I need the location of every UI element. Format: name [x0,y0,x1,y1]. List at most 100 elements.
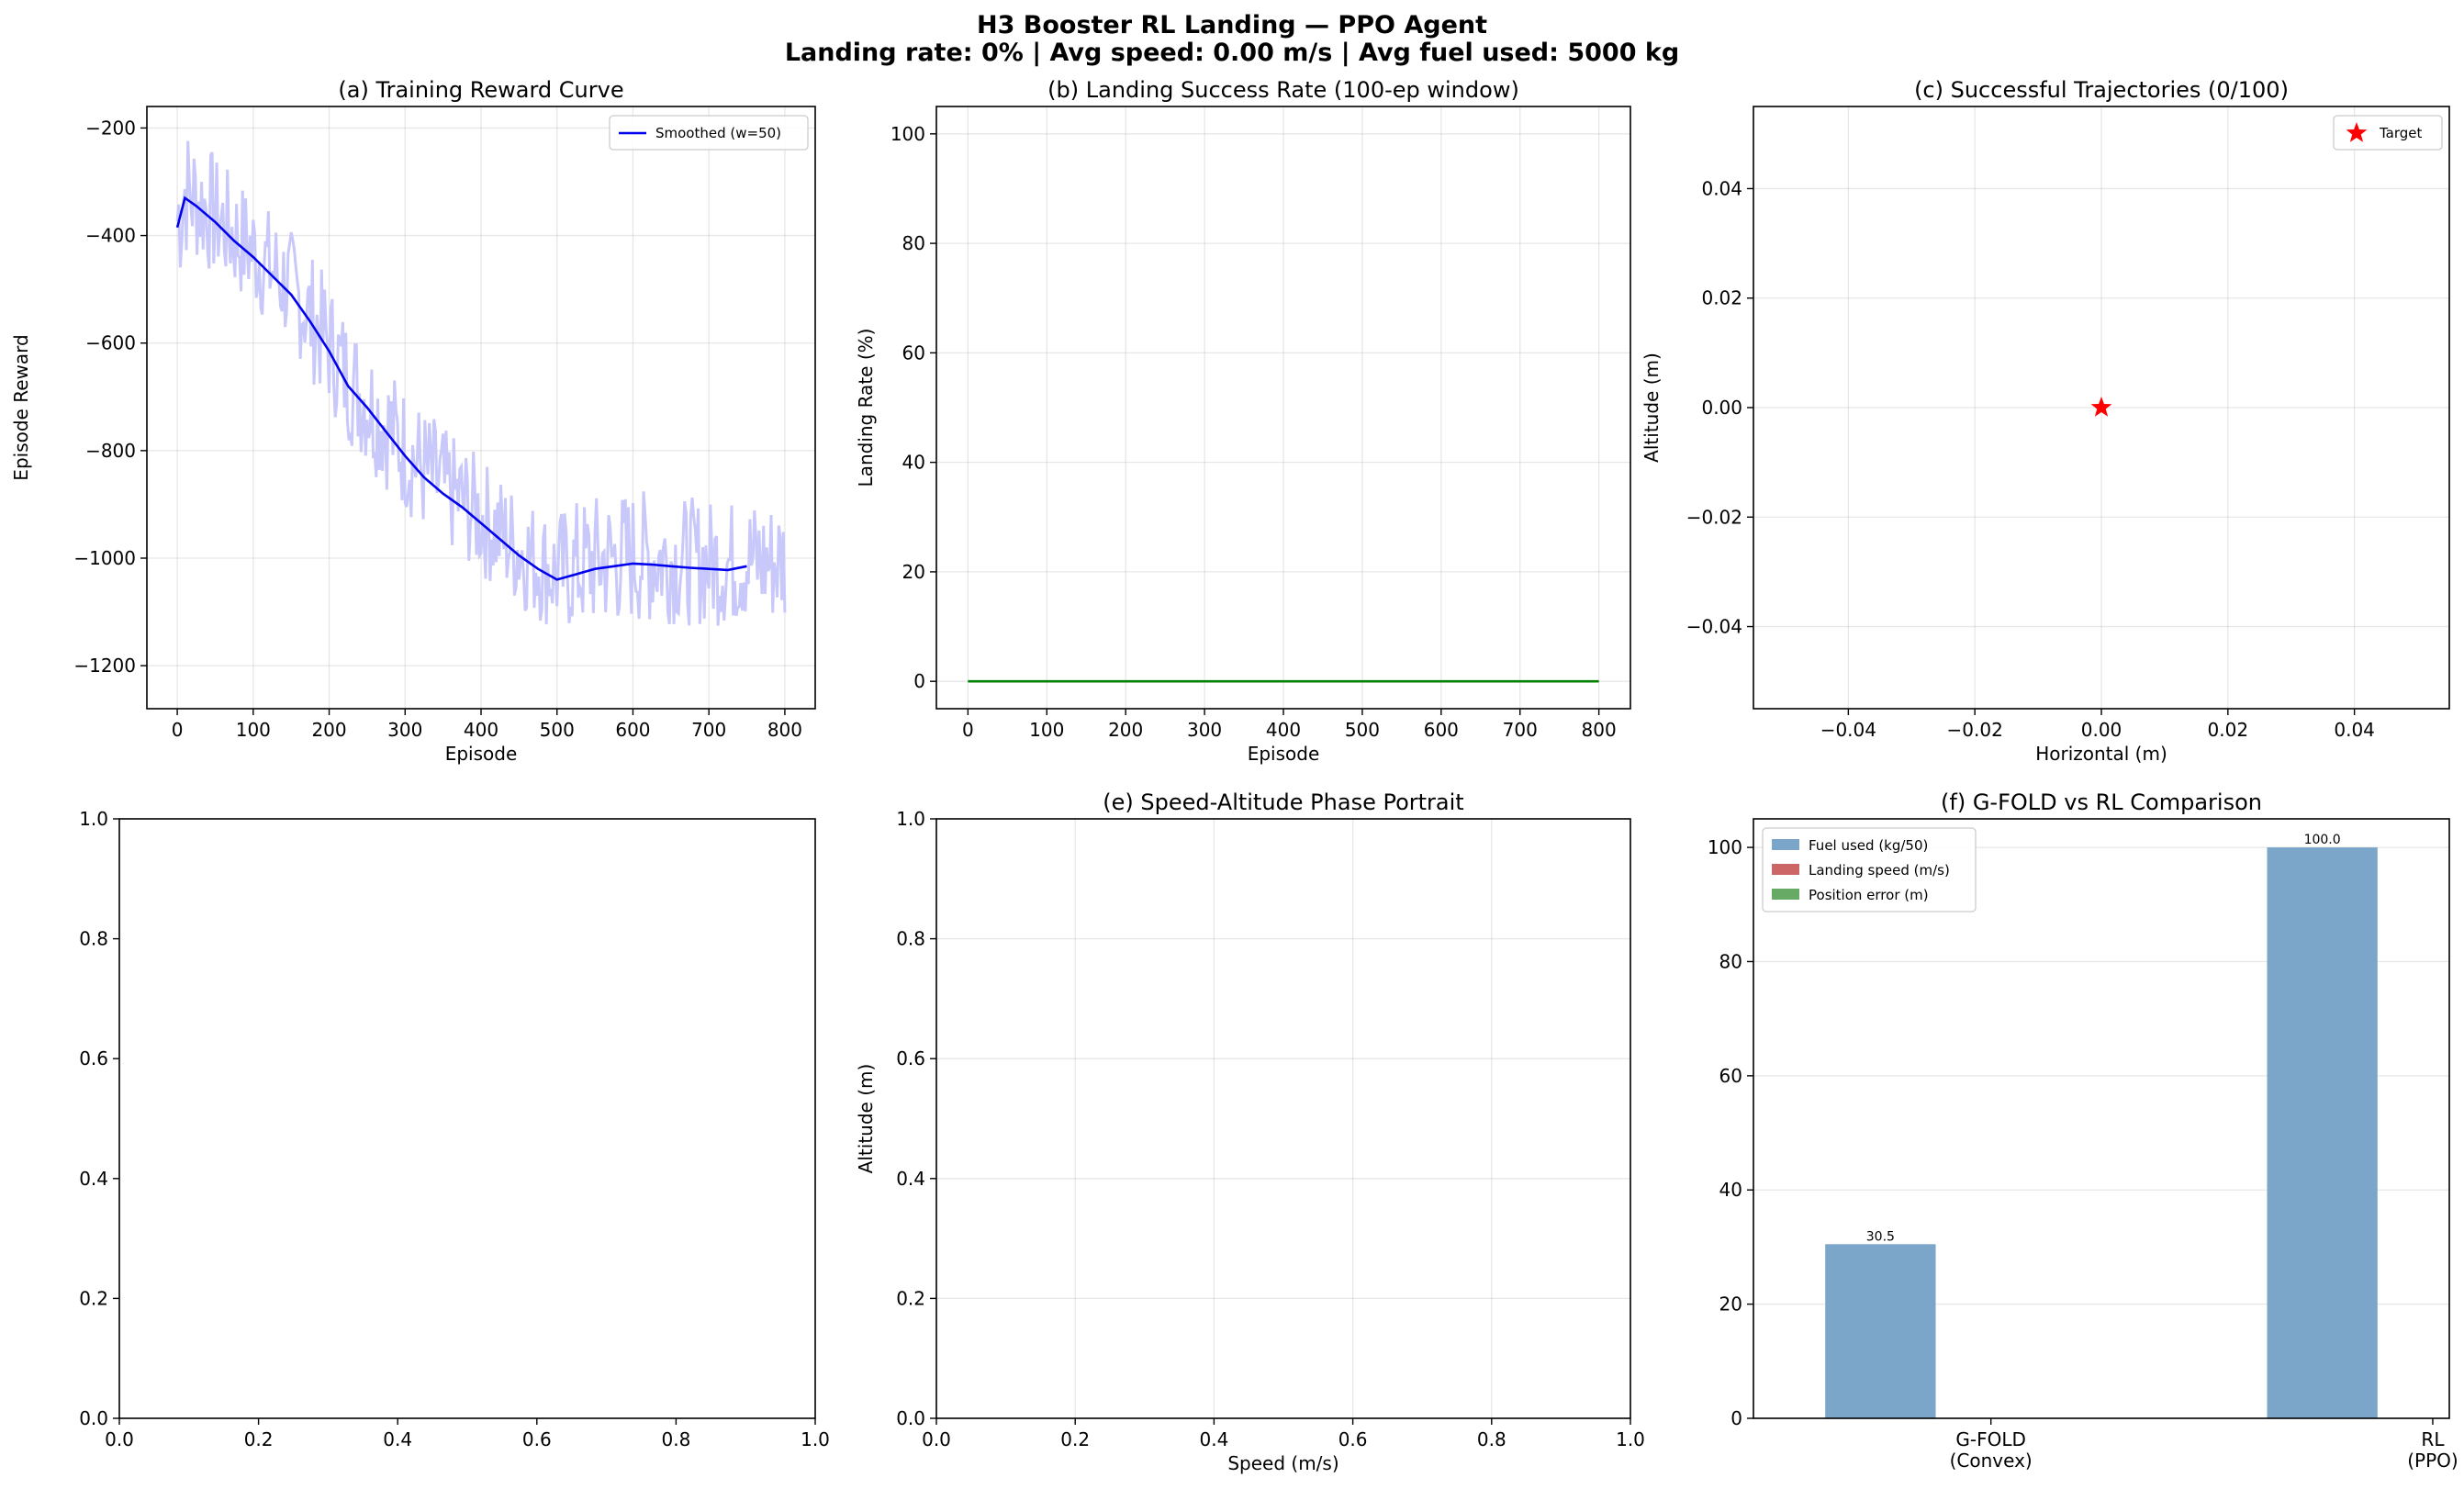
x-axis-label: Speed (m/s) [1227,1452,1338,1474]
bar-value-label: 30.5 [1866,1229,1895,1244]
y-tick-label: 0.8 [896,928,925,950]
x-tick-label: 0 [962,719,974,741]
axes-frame [146,106,816,710]
x-axis-label: Episode [445,743,518,765]
x-tick-label: 0.0 [922,1428,951,1450]
axes-frame [935,106,1631,710]
y-tick-label: 0.2 [896,1287,925,1309]
y-tick-label: −1200 [73,655,136,677]
y-tick-label: 1.0 [896,808,925,830]
y-tick-label: 40 [902,452,925,474]
y-tick-label: 100 [890,123,925,145]
y-tick-label: 80 [1719,950,1742,972]
y-tick-label: −0.02 [1686,506,1742,528]
legend-swatch [1772,839,1799,850]
axes-frame [1753,818,2450,1419]
x-tick-label: 0.2 [244,1428,274,1450]
y-tick-label: 60 [902,341,925,364]
x-tick-label: 0.04 [2334,719,2375,741]
x-axis-label: Horizontal (m) [2035,743,2167,765]
x-axis-label: Episode [1248,743,1320,765]
y-tick-label: 0 [913,670,925,692]
x-tick-label: 100 [1029,719,1064,741]
y-tick-label: 0.02 [1701,287,1742,309]
y-tick-label: 40 [1719,1179,1742,1201]
legend-swatch [1772,889,1799,900]
subplot-title: (a) Training Reward Curve [338,77,623,103]
y-axis-label: Landing Rate (%) [855,329,877,487]
y-axis-label: Episode Reward [10,334,32,480]
x-tick-label: −0.02 [1947,719,2003,741]
x-tick-label: 0.8 [1477,1428,1506,1450]
legend-label: Fuel used (kg/50) [1809,837,1928,854]
x-tick-label: 400 [464,719,498,741]
y-axis-label: Altitude (m) [1641,353,1663,463]
subplot-d: 0.0 0.2 0.4 0.6 0.8 1.0 0.0 0.2 0.4 0.6 0.8 1.0 [79,808,830,1450]
legend-frame [1762,827,1977,912]
x-tick-label: 500 [540,719,575,741]
y-tick-label: 0 [1730,1407,1742,1429]
y-tick-label: 0.6 [79,1047,108,1069]
y-tick-label: 0.0 [896,1407,925,1429]
category-label: RL [2421,1428,2445,1450]
x-tick-label: 100 [236,719,271,741]
legend-label: Target [2379,125,2423,141]
y-tick-label: 0.4 [896,1168,925,1190]
x-tick-label: 800 [1582,719,1617,741]
y-tick-label: 0.00 [1701,397,1742,419]
x-tick-label: 1.0 [801,1428,830,1450]
subplot-title: (e) Speed-Altitude Phase Portrait [1103,789,1463,815]
category-sublabel: (PPO) [2407,1450,2458,1472]
legend-swatch [2346,122,2368,142]
category-sublabel: (Convex) [1950,1450,2033,1472]
subplot-title: (c) Successful Trajectories (0/100) [1914,77,2289,103]
x-tick-label: 0.00 [2081,719,2122,741]
subplot-b: 0 20 40 60 80 100 0 100 200 300 400 500 600 700 800 (b)… [855,77,1631,765]
axes-frame [118,818,816,1419]
bar-value-label: 100.0 [2304,833,2341,847]
smoothed-reward-line [175,196,747,581]
legend-label: Position error (m) [1809,887,1929,903]
subplot-a: −1200 −1000 −800 −600 −400 −200 0 100 200 300 400 5… [10,77,816,765]
legend-swatch [1772,864,1799,875]
legend: Fuel used (kg/50) Landing speed (m/s) Posi… [1762,827,1977,912]
subplot-e: 0.0 0.2 0.4 0.6 0.8 1.0 0.0 0.2 0.4 0.6 0.8 1.0 (e) … [855,789,1645,1474]
y-tick-label: 0.0 [79,1407,108,1429]
figure-title-line1: H3 Booster RL Landing — PPO Agent [977,11,1487,39]
x-tick-label: 800 [767,719,802,741]
x-tick-label: 0.6 [522,1428,552,1450]
legend: Target [2333,115,2443,151]
target-point [2090,397,2112,417]
legend: Smoothed (w=50) [609,115,809,151]
y-tick-label: 20 [1719,1293,1742,1315]
y-tick-label: −800 [85,440,136,462]
y-tick-label: 0.4 [79,1168,108,1190]
subplot-title: (f) G-FOLD vs RL Comparison [1941,789,2262,815]
x-tick-label: 1.0 [1616,1428,1645,1450]
figure-title-line2: Landing rate: 0% | Avg speed: 0.00 m/s |… [785,39,1679,67]
x-tick-label: 0.2 [1060,1428,1090,1450]
x-tick-label: 300 [1187,719,1222,741]
category-label: G-FOLD [1955,1428,2026,1450]
y-tick-label: −200 [85,117,136,139]
axes-frame [935,818,1631,1419]
y-tick-label: 1.0 [79,808,108,830]
legend-frame [609,115,809,151]
subplot-f: 0 20 40 60 80 100 30.5 G-FOLD(Convex) 100.0 RL(PP… [1708,789,2458,1472]
x-tick-label: 0.4 [383,1428,412,1450]
x-tick-label: 0.02 [2208,719,2249,741]
x-tick-label: 600 [615,719,650,741]
axes-frame [1753,106,2450,710]
x-tick-label: 0.8 [661,1428,690,1450]
bar-0-0 [1825,1244,1936,1418]
y-tick-label: 0.04 [1701,177,1742,199]
y-tick-label: 0.8 [79,928,108,950]
y-tick-label: 20 [902,561,925,583]
y-tick-label: 60 [1719,1065,1742,1087]
y-tick-label: 100 [1708,836,1742,858]
x-tick-label: 700 [1503,719,1538,741]
y-tick-label: −0.04 [1686,616,1742,638]
y-axis-label: Altitude (m) [855,1064,877,1174]
subplot-c: −0.04 −0.02 0.00 0.02 0.04 −0.04 −0.02 0.00 0.02… [1641,77,2450,765]
